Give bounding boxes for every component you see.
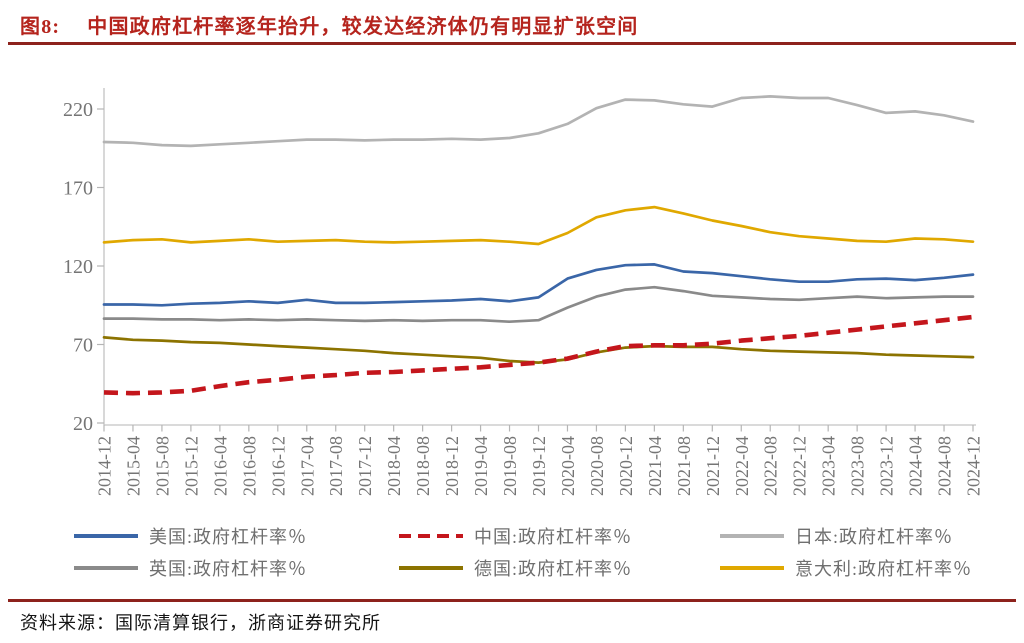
x-tick-label: 2016-08 (239, 436, 259, 496)
x-tick-label: 2020-04 (558, 436, 578, 496)
legend-label: 英国:政府杠杆率％ (149, 559, 308, 579)
x-tick-label: 2016-12 (268, 436, 288, 496)
legend-label: 德国:政府杠杆率％ (474, 559, 633, 579)
source-line: 资料来源：国际清算银行，浙商证券研究所 (20, 609, 381, 635)
x-tick-label: 2017-04 (297, 436, 317, 496)
x-tick-label: 2021-04 (645, 436, 665, 496)
legend-line-swatch (74, 566, 138, 570)
x-tick-label: 2020-12 (616, 436, 636, 496)
legend-item: 意大利:政府杠杆率％ (720, 557, 972, 579)
x-tick-label: 2017-08 (326, 436, 346, 496)
y-tick-label: 220 (63, 99, 93, 121)
x-tick-label: 2019-04 (471, 436, 491, 496)
x-tick-label: 2022-12 (790, 436, 810, 496)
legend-label: 中国:政府杠杆率％ (474, 527, 633, 547)
x-tick-label: 2019-12 (529, 436, 549, 496)
legend-line-swatch (720, 534, 784, 538)
figure-title: 中国政府杠杆率逐年抬升，较发达经济体仍有明显扩张空间 (87, 16, 639, 38)
legend-line-swatch (399, 566, 463, 570)
legend-label: 日本:政府杠杆率％ (795, 527, 954, 547)
legend-label: 意大利:政府杠杆率％ (795, 559, 973, 579)
x-tick-label: 2022-08 (761, 436, 781, 496)
source-text: 国际清算银行，浙商证券研究所 (115, 613, 381, 633)
x-tick-label: 2018-08 (413, 436, 433, 496)
y-tick-label: 120 (63, 256, 93, 278)
y-tick-label: 20 (73, 413, 93, 435)
legend-label: 美国:政府杠杆率％ (149, 527, 308, 547)
y-tick-label: 170 (63, 178, 93, 200)
legend-item: 英国:政府杠杆率％ (74, 557, 307, 579)
series-line-5 (102, 205, 975, 246)
x-tick-label: 2014-12 (95, 436, 115, 496)
x-tick-label: 2016-04 (210, 436, 230, 496)
series-line-4 (102, 336, 975, 364)
x-tick-label: 2015-12 (181, 436, 201, 496)
legend-dashed-line-swatch (399, 533, 463, 539)
x-tick-label: 2023-12 (877, 436, 897, 496)
x-tick-label: 2021-08 (674, 436, 694, 496)
x-tick-label: 2018-12 (442, 436, 462, 496)
y-tick-label: 70 (73, 335, 93, 357)
footer-rule (8, 599, 1016, 602)
x-tick-label: 2022-04 (732, 436, 752, 496)
figure-header: 图8: 中国政府杠杆率逐年抬升，较发达经济体仍有明显扩张空间 (20, 10, 638, 39)
series-line-0 (102, 263, 975, 307)
legend-line-swatch (720, 566, 784, 570)
x-tick-label: 2023-04 (819, 436, 839, 496)
series-line-3 (102, 285, 975, 324)
series-line-2 (102, 95, 975, 148)
legend-item: 日本:政府杠杆率％ (720, 525, 953, 547)
x-tick-label: 2015-08 (152, 436, 172, 496)
x-tick-label: 2024-12 (964, 436, 984, 496)
legend-item: 美国:政府杠杆率％ (74, 525, 307, 547)
legend-line-swatch (74, 534, 138, 538)
x-tick-label: 2019-08 (500, 436, 520, 496)
source-label: 资料来源： (20, 613, 115, 633)
series-line-1 (103, 314, 974, 396)
x-tick-label: 2015-04 (123, 436, 143, 496)
x-tick-label: 2021-12 (703, 436, 723, 496)
x-tick-label: 2018-04 (384, 436, 404, 496)
x-tick-label: 2024-08 (935, 436, 955, 496)
x-tick-label: 2020-08 (587, 436, 607, 496)
x-tick-label: 2017-12 (355, 436, 375, 496)
x-tick-label: 2023-08 (848, 436, 868, 496)
legend-item: 德国:政府杠杆率％ (399, 557, 632, 579)
x-tick-label: 2024-04 (906, 436, 926, 496)
legend-item: 中国:政府杠杆率％ (399, 525, 632, 547)
figure-number: 图8: (20, 16, 61, 38)
title-rule (8, 42, 1016, 45)
